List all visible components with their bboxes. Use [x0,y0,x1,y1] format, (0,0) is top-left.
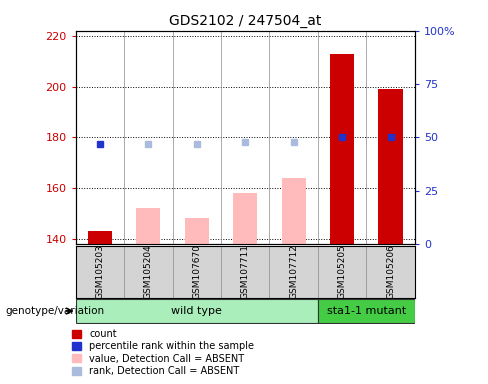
Bar [379,89,403,244]
Title: GDS2102 / 247504_at: GDS2102 / 247504_at [169,14,322,28]
Text: GSM105205: GSM105205 [338,244,346,299]
Bar [136,208,161,244]
FancyBboxPatch shape [76,299,318,323]
Bar [184,218,209,244]
Text: GSM107711: GSM107711 [241,244,250,299]
Bar [233,193,257,244]
Bar [88,231,112,244]
Bar [330,53,354,244]
Text: GSM105206: GSM105206 [386,244,395,299]
Bar [282,178,306,244]
Legend: count, percentile rank within the sample, value, Detection Call = ABSENT, rank, : count, percentile rank within the sample… [71,328,255,377]
Text: wild type: wild type [171,306,222,316]
Text: genotype/variation: genotype/variation [5,306,104,316]
Text: GSM105204: GSM105204 [144,244,153,299]
FancyBboxPatch shape [318,299,415,323]
Text: sta1-1 mutant: sta1-1 mutant [327,306,406,316]
Text: GSM107712: GSM107712 [289,244,298,299]
Text: GSM105203: GSM105203 [95,244,104,299]
Text: GSM107670: GSM107670 [192,244,201,299]
